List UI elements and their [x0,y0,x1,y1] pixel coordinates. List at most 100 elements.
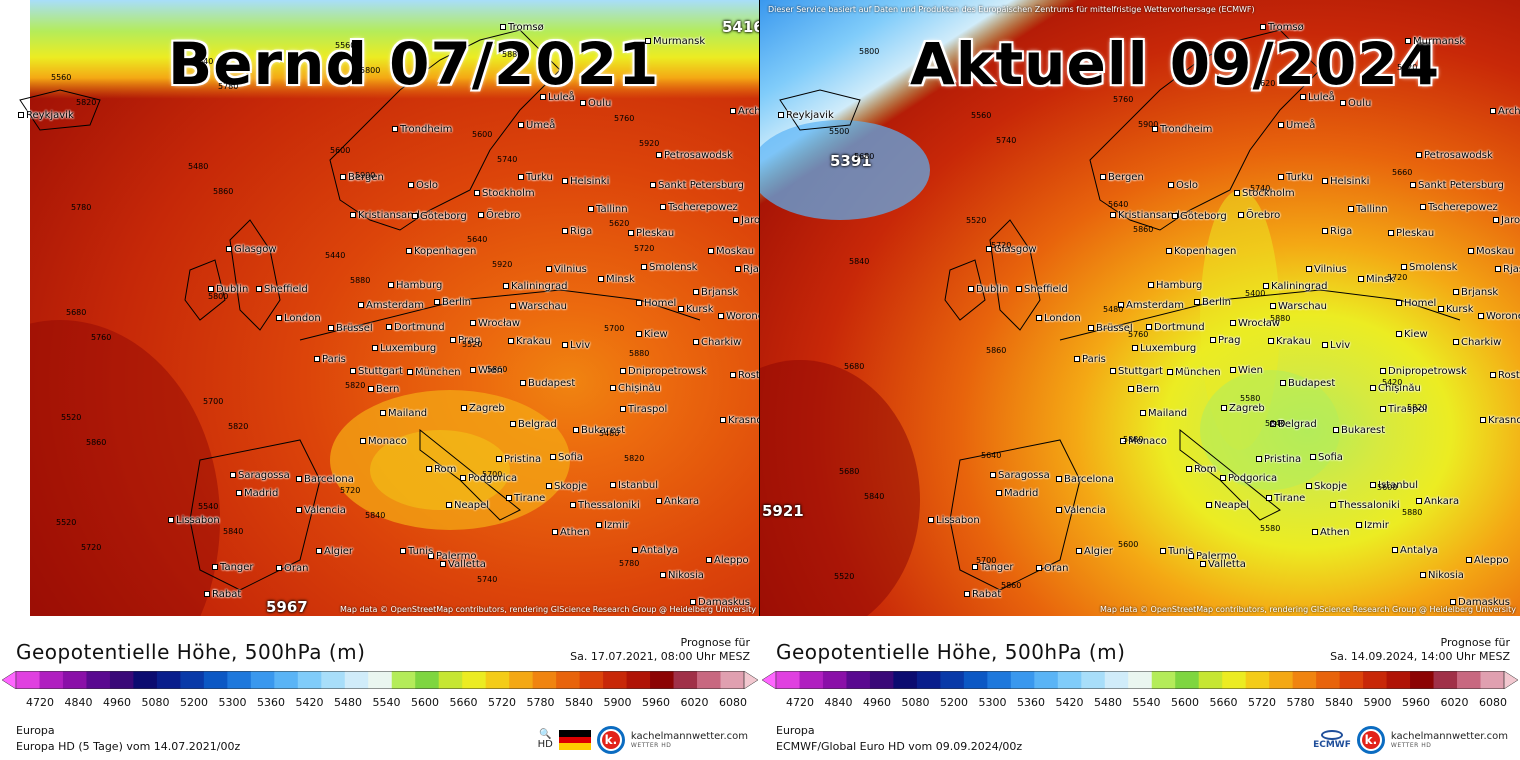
color-scale-swatch [1457,671,1482,689]
brand[interactable]: kachelmannwetter.com WETTER HD [631,731,748,749]
contour-value-label: 5720 [991,241,1012,250]
color-scale-tick-label: 5960 [1402,696,1430,709]
city-label: Damaskus [690,597,750,608]
contour-value-label: 5800 [208,292,229,301]
city-label: Kristiansand [350,210,420,221]
city-label: Sheffield [1016,284,1068,295]
color-scale-arrow-low [2,671,17,689]
city-label: Charkiw [693,337,741,348]
map-right[interactable]: Dieser Service basiert auf Daten und Pro… [760,0,1520,616]
city-label: Aleppo [706,555,749,566]
city-label: Prag [1210,335,1240,346]
contour-value-label: 5860 [986,346,1007,355]
city-label: Monaco [360,436,407,447]
contour-value-label: 5560 [971,111,992,120]
brand-name: kachelmannwetter.com [630,731,748,742]
city-label: Jaros [733,215,760,226]
city-label: Chișinău [1370,383,1421,394]
city-label: Brjansk [693,287,738,298]
color-scale-tick-label: 5200 [940,696,968,709]
city-label: Oran [1036,563,1068,574]
contour-value-label: 5620 [609,219,630,228]
city-label: Hamburg [1148,280,1202,291]
color-scale-tick-label: 6080 [719,696,747,709]
color-scale-swatch [344,671,369,689]
city-label: Pleskau [1388,228,1434,239]
city-label: Luleå [1300,92,1335,103]
contour-value-label: 5680 [854,152,875,161]
color-scale-swatch [438,671,463,689]
color-scale-swatch [532,671,557,689]
city-label: Berlin [434,297,471,308]
contour-value-label: 5560 [335,41,356,50]
city-label: Reykjavik [18,110,74,121]
city-label: Homel [1396,298,1436,309]
city-label: Wien [470,365,503,376]
city-label: Rjas [735,264,760,275]
city-label: Kursk [678,304,714,315]
contour-value-label: 5840 [864,492,885,501]
color-scale-swatch [16,671,40,689]
city-label: Riga [562,226,592,237]
color-scale-swatch [485,671,510,689]
color-scale-frame [775,671,1505,689]
german-flag-icon [558,730,591,751]
city-label: Chișinău [610,383,661,394]
city-label: Valencia [296,505,346,516]
zoom-hd-icon[interactable]: 🔍 HD [537,729,553,750]
city-label: Petrosawodsk [656,150,733,161]
geopotential-field-left [0,0,760,616]
city-label: Saragossa [990,470,1050,481]
kachelmann-logo-icon[interactable]: k. [1356,726,1385,754]
city-label: Wrocław [470,318,520,329]
region-label: Europa [776,724,815,737]
contour-value-label: 5640 [467,235,488,244]
contour-value-label: 5780 [619,559,640,568]
city-label: Bergen [1100,172,1144,183]
color-scale-tick-label: 5300 [978,696,1007,709]
city-label: Petrosawodsk [1416,150,1493,161]
kachelmann-logo-icon[interactable]: k. [596,726,625,754]
color-scale-swatch [39,671,64,689]
color-scale-swatch [1057,671,1082,689]
color-scale-tick-label: 5420 [1055,696,1084,709]
city-label: Podgorica [1220,473,1277,484]
contour-value-label: 5700 [604,324,625,333]
contour-value-label: 5880 [629,349,650,358]
city-label: Warschau [1270,301,1327,312]
color-scale-tick-label: 5900 [1363,696,1392,709]
color-scale-tick-label: 5480 [1094,696,1122,709]
ecmwf-label: ECMWF [1313,740,1351,750]
contour-value-label: 5720 [1387,273,1408,282]
contour-value-label: 5920 [492,260,513,269]
city-label: Pristina [1256,454,1301,465]
city-label: Kaliningrad [1263,281,1327,292]
map-left[interactable]: Bernd 07/2021 5416 5967 Map data © OpenS… [0,0,760,616]
color-scale-swatch [109,671,134,689]
contour-value-label: 5840 [223,527,244,536]
city-label: Amsterdam [358,300,424,311]
city-label: Paris [1074,354,1106,365]
city-label: Brüssel [1088,323,1133,334]
brand[interactable]: kachelmannwetter.com WETTER HD [1391,731,1508,749]
contour-value-label: 5820 [1407,403,1428,412]
color-scale-tick-label: 6080 [1479,696,1507,709]
contour-value-label: 5820 [624,454,645,463]
city-label: Tromsø [500,22,544,33]
contour-value-label: 5860 [86,438,107,447]
city-label: Thessaloniki [570,500,640,511]
contour-value-label: 5660 [1392,168,1413,177]
city-label: Pristina [496,454,541,465]
left-panel: Bernd 07/2021 5416 5967 Map data © OpenS… [0,0,760,760]
city-label: Dublin [208,284,248,295]
city-label: Rom [426,464,456,475]
color-scale-tick-label: 4840 [64,696,93,709]
city-label: Stuttgart [1110,366,1163,377]
contour-value-label: 5720 [634,244,655,253]
contour-value-label: 5840 [365,511,386,520]
city-label: Zagreb [461,403,505,414]
city-label: Luxemburg [1132,343,1196,354]
city-label: Istanbul [610,480,658,491]
ecmwf-logo-icon[interactable]: ECMWF [1313,730,1351,750]
contour-value-label: 5500 [829,127,850,136]
